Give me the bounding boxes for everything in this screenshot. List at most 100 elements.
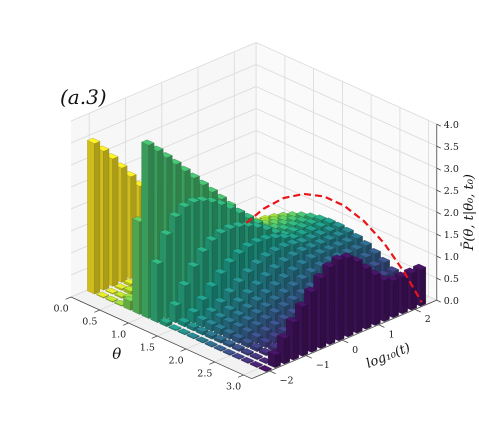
bar-face-top bbox=[259, 234, 273, 240]
bar-face-top bbox=[304, 218, 318, 225]
bar-face-top bbox=[195, 336, 209, 343]
bar-face-top bbox=[231, 296, 245, 303]
bar bbox=[231, 352, 245, 360]
z-tick-label: 2.5 bbox=[444, 186, 459, 197]
bar-face-top bbox=[168, 211, 182, 218]
bar-face-top bbox=[231, 321, 245, 328]
x-axis-title: θ bbox=[112, 345, 121, 363]
y-tick bbox=[269, 370, 276, 374]
bar-face-top bbox=[258, 301, 273, 308]
bar-face-side bbox=[112, 156, 119, 287]
bar-face-top bbox=[231, 332, 245, 339]
bar-face-top bbox=[277, 313, 291, 320]
bar-face-top bbox=[186, 322, 200, 328]
bar-face-top bbox=[322, 234, 336, 241]
bar-face-top bbox=[322, 261, 336, 268]
bar-face-top bbox=[222, 223, 237, 230]
bar-face-top bbox=[249, 279, 264, 286]
z-tick-label: 1.5 bbox=[444, 230, 459, 241]
bar-face-top bbox=[168, 300, 182, 307]
y-tick-label: 2 bbox=[425, 314, 431, 325]
x-tick bbox=[122, 322, 129, 326]
bar-face-top bbox=[277, 272, 291, 279]
bar-face-top bbox=[295, 258, 309, 265]
bar-face-top bbox=[277, 232, 291, 239]
bar bbox=[240, 337, 254, 348]
bar-face-top bbox=[358, 251, 372, 258]
bar-face-top bbox=[295, 222, 309, 229]
bar-face-top bbox=[204, 306, 218, 313]
bar-face-top bbox=[240, 302, 255, 309]
bar-face-top bbox=[322, 217, 336, 224]
bar-face-top bbox=[114, 283, 128, 290]
bar-face-top bbox=[150, 258, 164, 265]
y-tick-label: 1 bbox=[388, 329, 394, 340]
bar-face-top bbox=[240, 337, 254, 344]
bar-face-top bbox=[340, 252, 354, 259]
bar-face-side bbox=[284, 336, 290, 365]
bar-face-side bbox=[320, 275, 327, 349]
bar-face-top bbox=[195, 326, 209, 333]
bar-face-top bbox=[286, 280, 300, 287]
bar-face-top bbox=[286, 250, 300, 257]
z-tick bbox=[436, 211, 441, 215]
bar bbox=[204, 340, 218, 348]
bar bbox=[96, 291, 110, 299]
bar-face-top bbox=[277, 287, 291, 294]
bar-face-top bbox=[403, 267, 418, 274]
equilibrium-curve bbox=[245, 192, 423, 303]
bar bbox=[249, 342, 263, 352]
bar-face-top bbox=[204, 319, 218, 326]
z-tick bbox=[436, 167, 441, 171]
bar-face-top bbox=[177, 280, 191, 287]
bar bbox=[186, 322, 200, 332]
x-tick bbox=[180, 348, 187, 352]
bar-face-top bbox=[295, 245, 309, 252]
y-tick bbox=[305, 355, 313, 359]
bar-face-top bbox=[286, 265, 300, 272]
bar-face-top bbox=[268, 263, 282, 270]
bar-face-top bbox=[249, 308, 264, 314]
bar-face-top bbox=[240, 348, 254, 355]
bar-face-top bbox=[259, 251, 273, 258]
bar-face-top bbox=[277, 301, 291, 307]
bar bbox=[87, 137, 101, 295]
bar-face-top bbox=[304, 225, 318, 232]
bar bbox=[258, 365, 272, 372]
bar-face-top bbox=[268, 232, 282, 239]
bar-face-top bbox=[295, 229, 309, 235]
bar-face-top bbox=[186, 307, 200, 314]
bar-face-top bbox=[222, 287, 236, 294]
bar-face-top bbox=[376, 270, 390, 276]
bar bbox=[267, 349, 281, 369]
bar-face-top bbox=[268, 245, 282, 252]
bar-face-top bbox=[304, 267, 318, 273]
bar-face-side bbox=[329, 264, 336, 345]
bar-face-top bbox=[277, 256, 291, 263]
bar-face-top bbox=[385, 275, 399, 282]
bar-face-top bbox=[249, 352, 263, 359]
z-tick-label: 3.0 bbox=[444, 164, 459, 175]
bar-face-top bbox=[267, 319, 282, 326]
z-tick-label: 0.0 bbox=[444, 296, 459, 307]
x-tick bbox=[151, 335, 158, 339]
bar bbox=[213, 344, 227, 352]
bar-face-top bbox=[376, 256, 391, 263]
bar-face-top bbox=[385, 266, 400, 273]
bar-face-top bbox=[186, 197, 200, 203]
bar bbox=[114, 283, 128, 291]
bar bbox=[204, 330, 218, 340]
bar-face-top bbox=[331, 254, 345, 261]
bar-face-front bbox=[141, 141, 149, 319]
bar-face-top bbox=[349, 232, 363, 239]
bar-face-top bbox=[231, 309, 245, 316]
z-tick-label: 3.5 bbox=[444, 142, 459, 153]
bar-face-top bbox=[367, 260, 381, 267]
x-tick-label: 0.0 bbox=[54, 303, 69, 314]
bar-face-top bbox=[240, 326, 254, 333]
bar-face-top bbox=[213, 227, 227, 234]
bar-face-top bbox=[105, 287, 119, 294]
bar-face-top bbox=[294, 301, 309, 308]
bar-face-side bbox=[374, 272, 381, 326]
